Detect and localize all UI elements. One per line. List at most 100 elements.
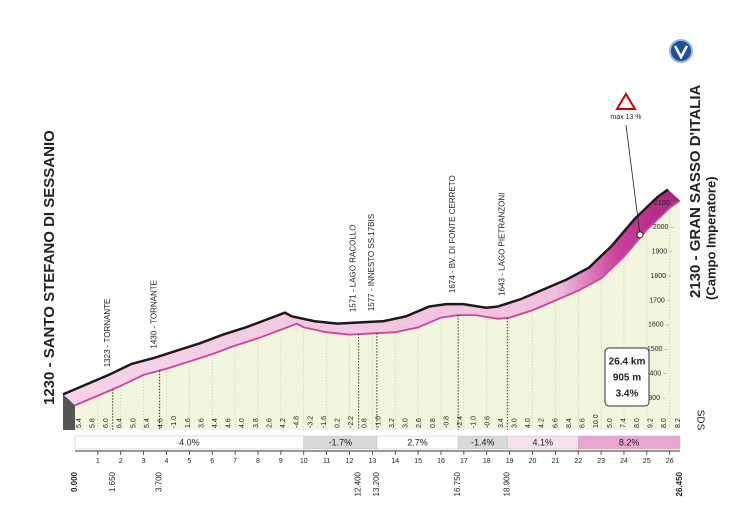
gradient-label: 0.8 xyxy=(362,418,369,428)
x-tick-label: 23 xyxy=(597,458,605,465)
x-tick-label: 2 xyxy=(119,458,123,465)
y-tick-label: 1600 xyxy=(648,322,664,329)
gradient-label: 10.0 xyxy=(593,414,600,428)
y-tick-label: 2100 xyxy=(654,200,670,207)
x-tick-label: 20 xyxy=(529,458,537,465)
waypoint-distance: 12.400 xyxy=(354,471,363,496)
gradient-label: 3.2 xyxy=(389,418,396,428)
gradient-label: 4.0 xyxy=(525,418,532,428)
gradient-label: -0.8 xyxy=(443,416,450,428)
y-tick-label: 1800 xyxy=(650,273,666,280)
x-tick-label: 18 xyxy=(483,458,491,465)
gradient-label: 3.8 xyxy=(253,418,260,428)
x-tick-label: 24 xyxy=(620,458,628,465)
waypoint-label: 1430 - TORNANTE xyxy=(150,280,159,349)
gradient-label: 4.2 xyxy=(280,418,287,428)
x-tick-label: 5 xyxy=(187,458,191,465)
y-tick-label: 2000 xyxy=(653,224,669,231)
max-icon xyxy=(615,92,637,110)
gradient-label: 6.4 xyxy=(117,418,124,428)
gradient-label: -2.4 xyxy=(457,416,464,428)
waypoint-distance: 13.200 xyxy=(372,471,381,496)
max-pointer xyxy=(625,124,641,235)
gradient-label: 2.6 xyxy=(416,418,423,428)
gradient-label: 8.4 xyxy=(566,418,573,428)
x-tick-label: 16 xyxy=(437,458,445,465)
gradient-label: 5.0 xyxy=(607,418,614,428)
max-label: max 13 % xyxy=(610,114,641,121)
x-tick-label: 1 xyxy=(96,458,100,465)
gradient-label: 7.4 xyxy=(620,418,627,428)
waypoint-distance: 1.650 xyxy=(108,471,117,492)
x-tick-label: 11 xyxy=(323,458,330,465)
profile-edge xyxy=(62,188,669,396)
segment-label: 8.2% xyxy=(619,437,640,447)
start-distance: 0.000 xyxy=(70,471,79,492)
x-tick-label: 12 xyxy=(346,458,354,465)
gradient-label: 3.4 xyxy=(498,418,505,428)
gradient-label: -1.0 xyxy=(471,416,478,428)
gradient-label: 4.6 xyxy=(158,418,165,428)
summary-text: 26.4 km xyxy=(609,357,646,368)
gradient-label: 2.6 xyxy=(266,418,273,428)
waypoint-label: 1323 - TORNANTE xyxy=(103,299,112,368)
gradient-label: -0.6 xyxy=(484,416,491,428)
ground-area xyxy=(75,200,680,430)
x-tick-label: 19 xyxy=(506,458,514,465)
waypoint-distance: 18.900 xyxy=(502,471,511,496)
start-slab xyxy=(63,394,75,430)
x-tick-label: 17 xyxy=(460,458,468,465)
gradient-label: -4.8 xyxy=(294,416,301,428)
gradient-label: 8.0 xyxy=(634,418,641,428)
gradient-label: 8.0 xyxy=(661,418,668,428)
logo: SDS xyxy=(694,410,705,431)
x-tick-label: 7 xyxy=(233,458,237,465)
gradient-label: -3.2 xyxy=(307,416,314,428)
gradient-label: -1.6 xyxy=(321,416,328,428)
y-tick-label: 1300 xyxy=(644,395,660,402)
x-tick-label: 22 xyxy=(574,458,582,465)
finish-icon xyxy=(669,39,693,63)
waypoint-label: 1577 - INNESTO SS.17BIS xyxy=(367,214,376,311)
x-tick-label: 13 xyxy=(368,458,376,465)
gradient-label: -1.0 xyxy=(171,416,178,428)
waypoint-label: 1674 - BV. DI FONTE CERRETO xyxy=(448,175,457,293)
x-tick-label: 26 xyxy=(666,458,674,465)
y-tick-label: 1500 xyxy=(647,346,663,353)
x-tick-label: 25 xyxy=(643,458,651,465)
gradient-label: 3.0 xyxy=(511,418,518,428)
gradient-label: 5.4 xyxy=(76,418,83,428)
gradient-label: 4.0 xyxy=(239,418,246,428)
summary-box xyxy=(604,347,650,407)
x-tick-label: 8 xyxy=(256,458,260,465)
summary-text: 3.4% xyxy=(616,389,639,400)
gradient-label: 8.2 xyxy=(675,418,682,428)
gradient-label: 9.2 xyxy=(648,418,655,428)
gradient-label: 3.6 xyxy=(198,418,205,428)
gradient-label: 5.4 xyxy=(144,418,151,428)
x-tick-label: 10 xyxy=(300,458,308,465)
gradient-label: 0.2 xyxy=(335,418,342,428)
segment-label: -1.4% xyxy=(471,437,495,447)
gradient-label: 5.8 xyxy=(89,418,96,428)
x-tick-label: 3 xyxy=(142,458,146,465)
gradient-label: 1.6 xyxy=(185,418,192,428)
gradient-label: 4.2 xyxy=(539,418,546,428)
segment-label: 4.0% xyxy=(179,437,200,447)
waypoint-distance: 16.750 xyxy=(453,471,462,496)
max-marker xyxy=(636,231,644,239)
gradient-label: 6.6 xyxy=(552,418,559,428)
gradient-label: 4.6 xyxy=(226,418,233,428)
gradient-label: -2.2 xyxy=(348,416,355,428)
x-tick-label: 9 xyxy=(279,458,283,465)
gradient-label: 6.0 xyxy=(103,418,110,428)
x-tick-label: 4 xyxy=(165,458,169,465)
waypoint-distance: 3.700 xyxy=(155,471,164,492)
gradient-label: 0.8 xyxy=(430,418,437,428)
gradient-label: -1.0 xyxy=(375,416,382,428)
x-tick-label: 15 xyxy=(414,458,422,465)
y-tick-label: 1400 xyxy=(646,371,662,378)
waypoint-label: 1571 - LAGO RACOLLO xyxy=(349,225,358,313)
gradient-label: 6.6 xyxy=(580,418,587,428)
